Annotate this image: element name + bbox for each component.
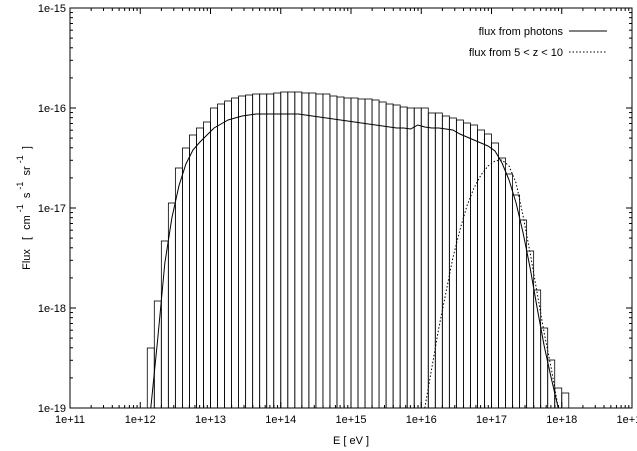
- x-tick-label: 1e+12: [125, 414, 156, 426]
- x-tick-label: 1e+13: [195, 414, 226, 426]
- axis-ticks: 1e+11 1e+12 1e+13 1e+14 1e+15 1e+16 1e+17 1e+18…: [38, 3, 637, 426]
- x-tick-label: 1e+17: [476, 414, 507, 426]
- y-tick-label: 1e-18: [38, 303, 66, 315]
- x-tick-label: 1e+16: [406, 414, 437, 426]
- legend-label-photons: flux from photons: [479, 26, 564, 38]
- series-line-photons: [150, 113, 559, 409]
- series-lines: [150, 113, 559, 409]
- y-axis-label: Flux [ cm -1 s -1 sr -1 ]: [14, 146, 33, 270]
- legend: flux from photons flux from 5 < z < 10: [469, 26, 607, 59]
- y-tick-label: 1e-15: [38, 3, 66, 15]
- x-tick-label: 1e+15: [336, 414, 367, 426]
- y-tick-label: 1e-16: [38, 103, 66, 115]
- x-tick-label: 1e+19: [617, 414, 637, 426]
- x-tick-label: 1e+18: [546, 414, 577, 426]
- series-line-highz: [424, 159, 559, 409]
- x-tick-label: 1e+14: [265, 414, 296, 426]
- x-tick-label: 1e+11: [55, 414, 85, 426]
- legend-label-highz: flux from 5 < z < 10: [469, 47, 563, 59]
- y-tick-label: 1e-17: [38, 203, 66, 215]
- y-tick-label: 1e-19: [38, 403, 66, 415]
- x-axis-label: E [ eV ]: [333, 435, 369, 447]
- y-axis-label-text: Flux [ cm -1 s -1 sr -1 ]: [14, 146, 33, 270]
